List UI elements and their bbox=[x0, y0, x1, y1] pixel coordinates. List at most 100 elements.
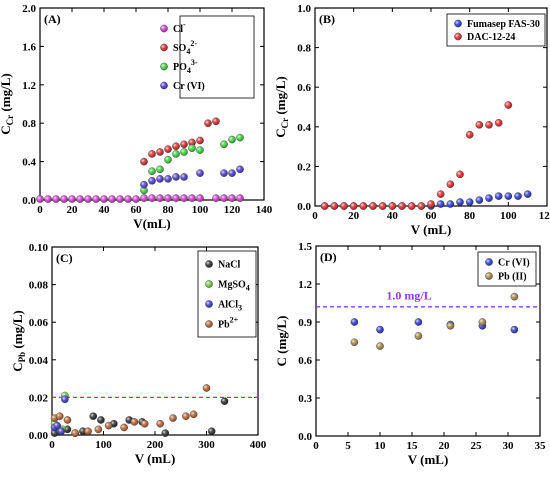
y-tick-label: 0.9 bbox=[298, 317, 312, 329]
data-point bbox=[236, 194, 244, 202]
y-axis-label: CCr (mg/L) bbox=[273, 76, 290, 137]
data-point bbox=[68, 195, 76, 203]
y-tick-label: 0.4 bbox=[22, 157, 36, 169]
data-point bbox=[172, 173, 180, 181]
x-tick-label: 20 bbox=[348, 210, 360, 222]
data-point bbox=[164, 194, 172, 202]
y-tick-label: 0.08 bbox=[29, 280, 49, 292]
x-tick-label: 30 bbox=[503, 440, 515, 452]
data-point bbox=[350, 338, 359, 347]
data-point bbox=[156, 419, 164, 428]
legend-box bbox=[179, 15, 255, 99]
panel-label-c: (C) bbox=[56, 251, 73, 265]
legend-label: Cl- bbox=[173, 20, 186, 35]
data-point bbox=[148, 194, 156, 202]
y-axis-label: CPb (mg/L) bbox=[10, 310, 27, 371]
data-point bbox=[436, 190, 445, 198]
data-point bbox=[104, 421, 113, 430]
legend-marker-shine bbox=[454, 19, 462, 28]
series-a-1 bbox=[140, 117, 220, 166]
data-point bbox=[236, 165, 244, 174]
data-point bbox=[212, 117, 220, 126]
data-point bbox=[514, 192, 522, 200]
data-point bbox=[161, 429, 170, 437]
y-tick-label: 0.04 bbox=[29, 355, 49, 367]
legend-label: Cr (VI) bbox=[173, 81, 205, 92]
data-point bbox=[446, 321, 455, 330]
data-point bbox=[510, 325, 519, 334]
data-point bbox=[76, 195, 84, 203]
data-point bbox=[140, 180, 148, 189]
panel-b: 0 20 40 60 80 100 120 0.0 0.2 0.4 0.6 0.8 1.0 V (mL) C… bbox=[273, 3, 550, 237]
data-point bbox=[465, 198, 474, 206]
legend-box bbox=[446, 13, 546, 47]
data-point bbox=[220, 169, 228, 177]
x-tick-label: 80 bbox=[464, 210, 476, 222]
legend-marker-shine bbox=[160, 62, 168, 71]
legend-label: NaCl bbox=[218, 260, 240, 271]
data-point bbox=[220, 140, 228, 149]
data-point bbox=[164, 145, 172, 153]
data-point bbox=[510, 292, 519, 301]
y-tick-label: 1.5 bbox=[298, 241, 312, 253]
data-point bbox=[182, 412, 190, 421]
x-axis-label: V (mL) bbox=[408, 452, 449, 467]
data-point bbox=[436, 200, 445, 208]
data-point bbox=[475, 121, 484, 129]
y-axis-label: C (mg/L) bbox=[274, 316, 289, 367]
x-tick-label: 40 bbox=[99, 204, 111, 216]
data-point bbox=[63, 416, 72, 424]
data-point bbox=[207, 427, 216, 436]
y-tick-label: 1.2 bbox=[298, 279, 312, 291]
legend-marker-shine bbox=[205, 260, 213, 268]
data-point bbox=[330, 202, 339, 210]
data-point bbox=[350, 318, 359, 326]
data-point bbox=[164, 175, 172, 183]
data-point bbox=[169, 414, 177, 422]
legend-marker-shine bbox=[205, 320, 213, 328]
x-axis-label: V (mL) bbox=[411, 222, 452, 237]
legend-label: DAC-12-24 bbox=[467, 32, 515, 43]
y-tick-label: 0.0 bbox=[298, 431, 312, 443]
data-point bbox=[320, 202, 329, 210]
data-point bbox=[89, 412, 97, 421]
series-d-1 bbox=[350, 292, 519, 350]
data-point bbox=[388, 202, 397, 210]
y-tick-label: 2.0 bbox=[22, 3, 36, 15]
data-point bbox=[475, 196, 484, 204]
data-point bbox=[140, 419, 149, 428]
data-point bbox=[132, 195, 140, 203]
data-point bbox=[204, 119, 212, 127]
legend-marker-shine bbox=[160, 43, 168, 52]
data-point bbox=[504, 192, 513, 200]
x-tick-label: 120 bbox=[224, 204, 241, 216]
legend-marker-shine bbox=[160, 81, 168, 90]
data-point bbox=[228, 194, 236, 202]
y-axis-label: CCr (mg/L) bbox=[0, 73, 15, 134]
series-a-0 bbox=[36, 194, 244, 203]
legend-label: AlCl3 bbox=[218, 300, 242, 313]
data-point bbox=[465, 130, 474, 139]
data-point bbox=[180, 140, 188, 149]
data-point bbox=[92, 195, 100, 203]
y-tick-label: 0.8 bbox=[22, 118, 36, 130]
data-point bbox=[156, 194, 164, 202]
data-point bbox=[446, 200, 455, 208]
data-point bbox=[456, 170, 464, 179]
y-tick-label: 0.3 bbox=[298, 393, 312, 405]
data-point bbox=[97, 416, 105, 424]
data-point bbox=[57, 427, 66, 436]
panel-d: 0 5 10 15 20 25 30 35 0.0 0.3 0.6 0.9 1.2 1.5 V (mL) C … bbox=[274, 241, 546, 467]
legend-c: NaCl MgSO4 AlCl3 Pb2+ bbox=[197, 250, 257, 338]
legend-a: Cl- SO42- PO43- Cr (VI) bbox=[160, 15, 255, 99]
x-axis-label: V(mL) bbox=[133, 216, 171, 231]
data-point bbox=[140, 157, 148, 166]
data-point bbox=[180, 173, 188, 181]
data-point bbox=[55, 412, 64, 421]
data-point bbox=[172, 194, 180, 202]
data-point bbox=[369, 202, 377, 210]
data-point bbox=[485, 121, 493, 129]
x-tick-label: 400 bbox=[250, 439, 267, 451]
data-point bbox=[378, 202, 387, 210]
